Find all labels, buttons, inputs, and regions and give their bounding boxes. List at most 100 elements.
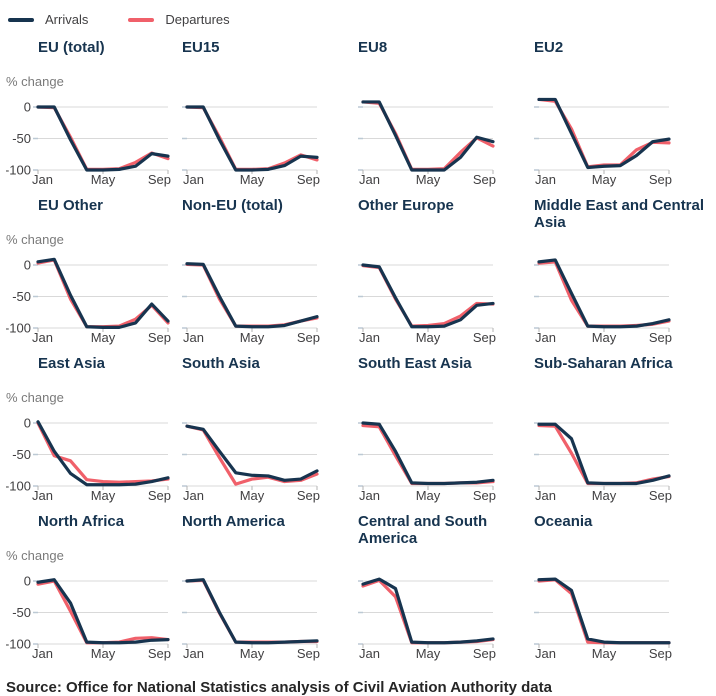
svg-text:Jan: Jan — [183, 330, 204, 345]
chart-panel-middle-east-central-asia: Middle East and Central Asia Jan May Sep — [534, 197, 706, 345]
line-chart: Jan May Sep — [182, 578, 320, 661]
svg-text:May: May — [240, 488, 265, 503]
svg-text:Jan: Jan — [183, 172, 204, 187]
chart-panel-east-asia: East Asia % change 0 -50 -100 Jan May Sep — [6, 355, 178, 503]
unit-spacer — [182, 390, 354, 406]
svg-text:Sep: Sep — [649, 172, 672, 187]
chart-panel-south-asia: South Asia Jan May Sep — [182, 355, 354, 503]
chart-title: Middle East and Central Asia — [534, 197, 705, 231]
unit-spacer — [358, 232, 530, 248]
unit-spacer — [358, 74, 530, 90]
chart-panel-oceania: Oceania Jan May Sep — [534, 513, 706, 661]
chart-title: EU Other — [38, 197, 104, 214]
svg-text:Sep: Sep — [473, 488, 496, 503]
departures-line-swatch — [128, 17, 155, 22]
svg-text:May: May — [592, 172, 617, 187]
svg-text:Sep: Sep — [649, 488, 672, 503]
chart-panel-eu2: EU2 Jan May Sep — [534, 39, 706, 187]
svg-text:-100: -100 — [6, 163, 31, 178]
chart-panel-eu8: EU8 Jan May Sep — [358, 39, 530, 187]
chart-title: Sub-Saharan Africa — [534, 355, 673, 372]
svg-text:-50: -50 — [12, 131, 31, 146]
line-chart: Jan May Sep — [534, 422, 672, 503]
unit-spacer — [534, 74, 706, 90]
svg-text:Sep: Sep — [297, 172, 320, 187]
svg-text:Sep: Sep — [473, 172, 496, 187]
legend: Arrivals Departures — [8, 12, 716, 27]
line-chart: Jan May Sep — [182, 105, 320, 187]
line-chart: Jan May Sep — [358, 263, 496, 345]
svg-text:Jan: Jan — [183, 488, 204, 503]
svg-text:May: May — [592, 488, 617, 503]
svg-text:-50: -50 — [12, 605, 31, 620]
svg-text:May: May — [91, 330, 116, 345]
unit-spacer — [182, 232, 354, 248]
svg-text:May: May — [416, 172, 441, 187]
svg-text:-100: -100 — [6, 321, 31, 336]
small-multiples-grid: EU (total) % change 0 -50 -100 Jan May Sep EU… — [6, 39, 716, 661]
line-chart: Jan May Sep — [358, 100, 496, 187]
svg-text:Sep: Sep — [649, 330, 672, 345]
arrivals-line-swatch — [8, 17, 34, 22]
unit-spacer — [182, 74, 354, 90]
svg-text:May: May — [592, 330, 617, 345]
chart-panel-other-europe: Other Europe Jan May Sep — [358, 197, 530, 345]
svg-text:Sep: Sep — [473, 646, 496, 661]
y-axis-unit-label: % change — [6, 390, 64, 405]
svg-text:May: May — [240, 172, 265, 187]
svg-text:May: May — [91, 488, 116, 503]
svg-text:Sep: Sep — [297, 646, 320, 661]
svg-text:Jan: Jan — [535, 646, 556, 661]
svg-text:Jan: Jan — [32, 172, 53, 187]
chart-panel-non-eu-total: Non-EU (total) Jan May Sep — [182, 197, 354, 345]
chart-panel-eu-total: EU (total) % change 0 -50 -100 Jan May Sep — [6, 39, 178, 187]
svg-text:-100: -100 — [6, 479, 31, 494]
unit-spacer — [534, 232, 706, 248]
svg-text:May: May — [240, 330, 265, 345]
chart-title: EU8 — [358, 39, 388, 56]
svg-text:Jan: Jan — [32, 488, 53, 503]
svg-text:May: May — [416, 488, 441, 503]
chart-title: South Asia — [182, 355, 260, 372]
line-chart: Jan May Sep — [182, 262, 320, 345]
line-chart: Jan May Sep — [534, 577, 672, 661]
chart-panel-south-east-asia: South East Asia Jan May Sep — [358, 355, 530, 503]
svg-text:May: May — [91, 646, 116, 661]
svg-text:-50: -50 — [12, 289, 31, 304]
chart-title: EU (total) — [38, 39, 105, 56]
line-chart: Jan May Sep — [358, 421, 496, 503]
svg-text:Jan: Jan — [32, 330, 53, 345]
chart-title: Oceania — [534, 513, 593, 530]
svg-text:Sep: Sep — [148, 172, 171, 187]
chart-title: North Africa — [38, 513, 125, 530]
svg-text:0: 0 — [24, 574, 31, 589]
svg-text:Sep: Sep — [297, 488, 320, 503]
line-chart: Jan May Sep — [182, 422, 320, 503]
source-note: Source: Office for National Statistics a… — [6, 679, 552, 696]
svg-text:Jan: Jan — [359, 330, 380, 345]
y-axis-unit-label: % change — [6, 232, 64, 247]
y-axis-unit-label: % change — [6, 548, 64, 563]
chart-title: Other Europe — [358, 197, 454, 214]
unit-spacer — [182, 548, 354, 564]
svg-text:Jan: Jan — [359, 172, 380, 187]
unit-spacer — [534, 390, 706, 406]
chart-panel-eu-other: EU Other % change 0 -50 -100 Jan May Sep — [6, 197, 178, 345]
legend-item-departures: Departures — [128, 12, 230, 27]
svg-text:0: 0 — [24, 100, 31, 115]
svg-text:Jan: Jan — [32, 646, 53, 661]
line-chart: Jan May Sep — [534, 258, 672, 345]
chart-title: South East Asia — [358, 355, 472, 372]
svg-text:Sep: Sep — [649, 646, 672, 661]
svg-text:-50: -50 — [12, 447, 31, 462]
svg-text:Jan: Jan — [535, 172, 556, 187]
chart-panel-eu15: EU15 Jan May Sep — [182, 39, 354, 187]
svg-text:May: May — [240, 646, 265, 661]
legend-item-arrivals: Arrivals — [8, 12, 88, 27]
svg-text:Jan: Jan — [359, 646, 380, 661]
svg-text:May: May — [416, 330, 441, 345]
unit-spacer — [534, 548, 706, 564]
